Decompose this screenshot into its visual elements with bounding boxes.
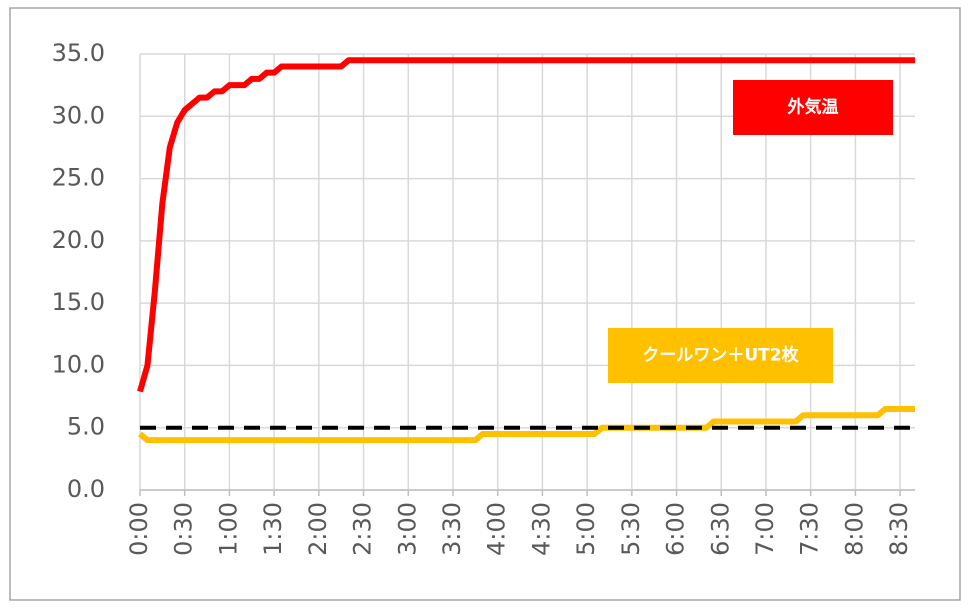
- x-tick-label: 5:00: [572, 502, 600, 556]
- legend-label: クールワン＋UT2枚: [642, 345, 799, 366]
- x-tick-label: 8:30: [885, 502, 913, 556]
- x-tick-label: 1:00: [214, 502, 242, 556]
- x-tick-label: 6:00: [662, 502, 690, 556]
- y-tick-label: 25.0: [52, 164, 105, 192]
- x-tick-label: 3:30: [438, 502, 466, 556]
- x-tick-label: 0:00: [125, 502, 153, 556]
- legend-box: [733, 80, 893, 135]
- x-tick-label: 0:30: [170, 502, 198, 556]
- x-tick-label: 6:30: [706, 502, 734, 556]
- plot: [137, 57, 915, 444]
- x-tick-label: 5:30: [617, 502, 645, 556]
- x-tick-label: 4:00: [483, 502, 511, 556]
- y-tick-label: 10.0: [52, 350, 105, 378]
- grid: 0.0 5.0 10.0 15.0 20.0 25.0 30.0 35.0 0:00 0:30 1:…: [52, 39, 915, 556]
- x-tick-label: 2:00: [304, 502, 332, 556]
- x-tick-label: 7:30: [796, 502, 824, 556]
- y-tick-label: 5.0: [67, 413, 105, 441]
- y-tick-label: 35.0: [52, 39, 105, 67]
- x-tick-label: 4:30: [527, 502, 555, 556]
- y-tick-label: 0.0: [67, 475, 105, 503]
- x-tick-label: 8:00: [840, 502, 868, 556]
- legend-box: [608, 328, 833, 383]
- x-tick-label: 1:30: [259, 502, 287, 556]
- y-tick-label: 15.0: [52, 288, 105, 316]
- y-tick-label: 20.0: [52, 226, 105, 254]
- legend-label: 外気温: [788, 97, 839, 118]
- x-tick-label: 3:00: [393, 502, 421, 556]
- x-tick-label: 7:00: [751, 502, 779, 556]
- x-tick-label: 2:30: [349, 502, 377, 556]
- series-line: [138, 406, 915, 444]
- series-line: [137, 57, 915, 393]
- y-tick-label: 30.0: [52, 101, 105, 129]
